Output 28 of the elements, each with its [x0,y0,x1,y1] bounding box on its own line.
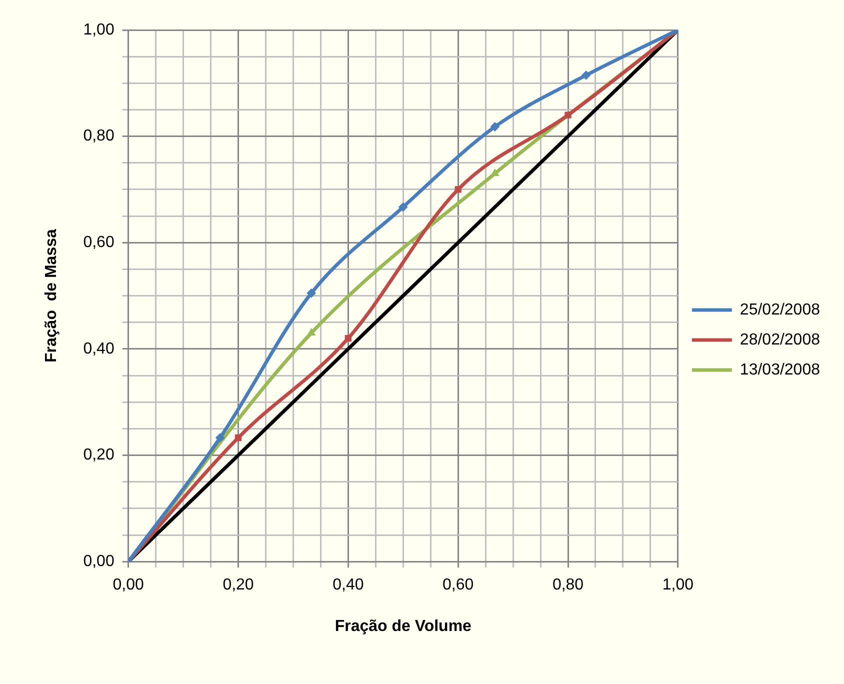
y-axis-title: Fração de Massa [43,229,60,363]
legend-label: 25/02/2008 [740,301,820,318]
point [490,169,499,176]
y-tick-label: 0,20 [83,446,114,464]
x-tick-label: 0,40 [332,576,364,594]
point [454,186,462,193]
point [564,112,572,118]
point [216,433,225,442]
legend-label: 13/03/2008 [740,361,820,378]
x-tick-label: 0,80 [552,576,584,594]
point [344,335,352,342]
y-tick-label: 0,40 [83,340,114,358]
x-axis-title: Fração de Volume [334,618,472,635]
point [306,288,316,298]
x-tick-label: 0,60 [442,576,474,594]
x-tick-label: 0,00 [112,576,144,594]
point [582,70,591,80]
point [490,122,500,132]
x-tick-label: 0,20 [222,576,254,594]
point [398,202,408,212]
y-tick-label: 0,00 [83,553,114,570]
point [234,434,242,442]
y-tick-label: 1,00 [83,21,114,38]
y-tick-label: 0,80 [83,128,114,145]
legend-label: 28/02/2008 [740,331,820,348]
x-tick-label: 1,00 [662,576,694,594]
y-tick-label: 0,60 [83,234,114,252]
point [307,328,316,336]
